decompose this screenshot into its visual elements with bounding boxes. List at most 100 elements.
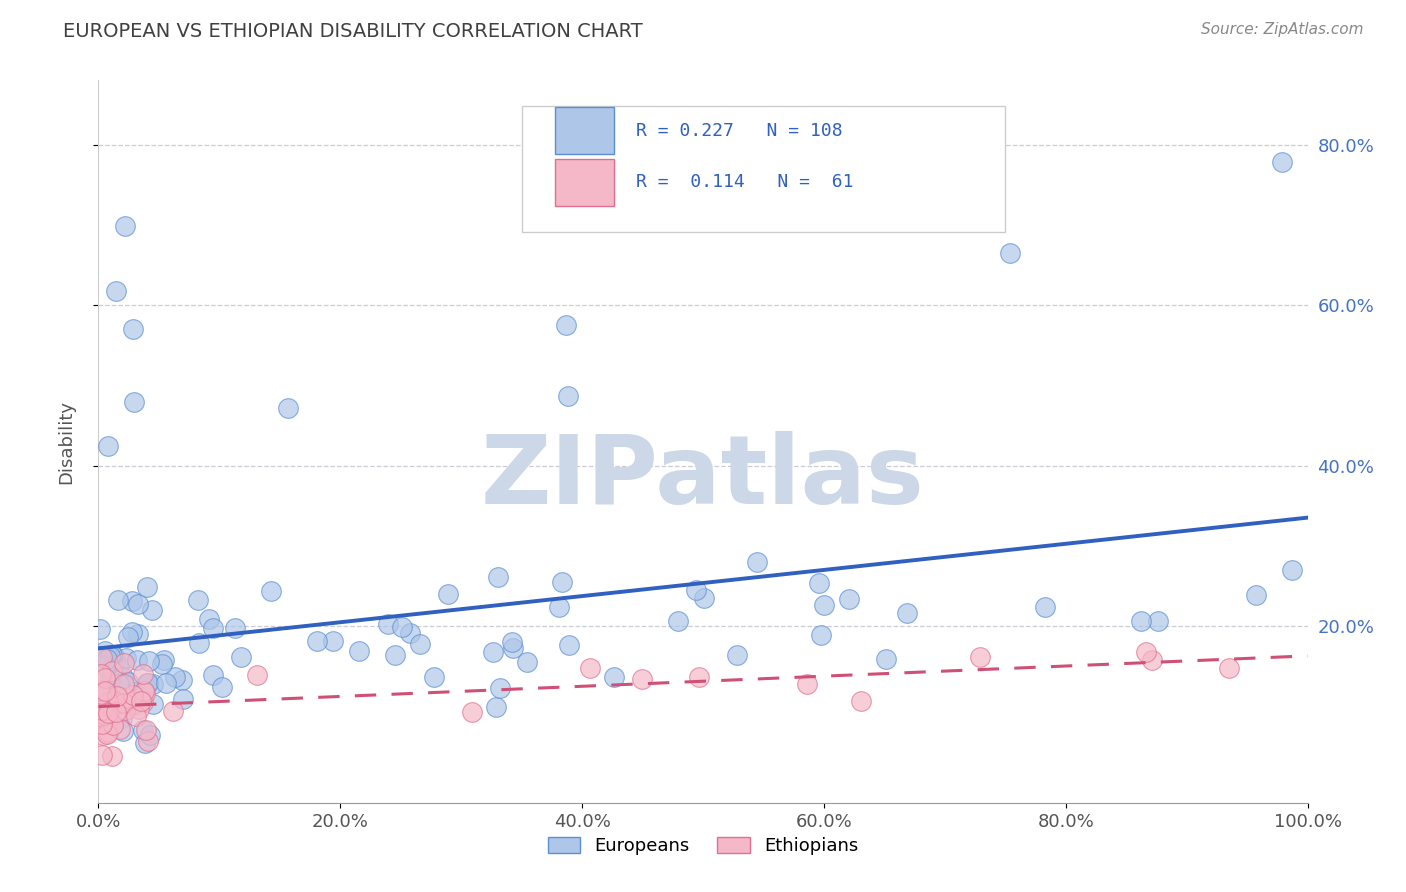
Point <box>666 614 689 628</box>
Point <box>94 644 117 658</box>
Point <box>1271 155 1294 169</box>
Point <box>101 748 124 763</box>
Point <box>849 693 872 707</box>
Point <box>114 219 136 233</box>
Point <box>579 661 602 675</box>
Point <box>97 439 120 453</box>
Point <box>91 747 114 762</box>
Point <box>128 702 150 716</box>
Point <box>98 671 121 685</box>
Point <box>111 710 134 724</box>
Point <box>94 671 117 685</box>
Point <box>94 659 117 673</box>
Point <box>631 672 654 686</box>
Point <box>501 635 523 649</box>
Point <box>117 675 139 690</box>
Point <box>558 638 581 652</box>
Text: R = 0.227   N = 108: R = 0.227 N = 108 <box>637 121 844 139</box>
Point <box>101 698 124 712</box>
Point <box>122 685 145 699</box>
Text: Source: ZipAtlas.com: Source: ZipAtlas.com <box>1201 22 1364 37</box>
Point <box>516 655 538 669</box>
Point <box>104 284 127 298</box>
Point <box>114 703 136 717</box>
Point <box>122 696 145 710</box>
Point <box>305 634 328 648</box>
Point <box>810 628 832 642</box>
Text: ZIPatlas: ZIPatlas <box>481 431 925 524</box>
Point <box>101 693 124 707</box>
Point <box>391 619 413 633</box>
Point <box>838 592 860 607</box>
Point <box>198 612 221 626</box>
Point <box>1146 614 1168 628</box>
Point <box>277 401 299 415</box>
Point <box>1244 588 1267 602</box>
Point <box>111 670 134 684</box>
Point <box>349 644 371 658</box>
Point <box>90 666 112 681</box>
Point <box>103 696 125 710</box>
Point <box>114 656 136 670</box>
Point <box>97 706 120 720</box>
Point <box>875 652 897 666</box>
Point <box>96 706 118 720</box>
Point <box>170 673 193 688</box>
Point <box>136 580 159 594</box>
Point <box>399 626 422 640</box>
Point <box>489 681 512 695</box>
Point <box>136 676 159 690</box>
Point <box>482 645 505 659</box>
Point <box>121 692 143 706</box>
Point <box>127 597 149 611</box>
Point <box>201 668 224 682</box>
Point <box>89 708 111 723</box>
Point <box>1130 614 1153 628</box>
Point <box>100 673 122 688</box>
Point <box>89 709 111 723</box>
Point <box>138 734 160 748</box>
Point <box>122 698 145 712</box>
Point <box>104 653 127 667</box>
Point <box>437 587 460 601</box>
Point <box>129 694 152 708</box>
Point <box>153 653 176 667</box>
Point <box>117 631 139 645</box>
Point <box>423 670 446 684</box>
Point <box>132 695 155 709</box>
Point <box>163 670 186 684</box>
FancyBboxPatch shape <box>555 107 613 154</box>
Point <box>142 677 165 691</box>
Point <box>132 684 155 698</box>
Point <box>96 652 118 666</box>
FancyBboxPatch shape <box>522 105 1005 232</box>
Point <box>122 692 145 706</box>
Point <box>91 728 114 742</box>
Point <box>107 677 129 691</box>
Point <box>1218 661 1240 675</box>
Point <box>725 648 748 663</box>
Point <box>969 650 991 665</box>
Point <box>98 702 121 716</box>
Point <box>96 714 118 728</box>
Text: EUROPEAN VS ETHIOPIAN DISABILITY CORRELATION CHART: EUROPEAN VS ETHIOPIAN DISABILITY CORRELA… <box>63 22 643 41</box>
Point <box>90 683 112 698</box>
Point <box>125 653 148 667</box>
Point <box>90 688 112 702</box>
Point <box>96 727 118 741</box>
Point <box>108 723 131 737</box>
Y-axis label: Disability: Disability <box>56 400 75 483</box>
Point <box>91 700 114 714</box>
Point <box>162 704 184 718</box>
Point <box>94 699 117 714</box>
Point <box>124 708 146 723</box>
Point <box>101 652 124 666</box>
Point <box>125 688 148 702</box>
Point <box>246 667 269 681</box>
Point <box>603 670 626 684</box>
Point <box>103 649 125 664</box>
Point <box>796 677 818 691</box>
Point <box>1281 563 1303 577</box>
Point <box>231 650 253 665</box>
FancyBboxPatch shape <box>555 159 613 206</box>
